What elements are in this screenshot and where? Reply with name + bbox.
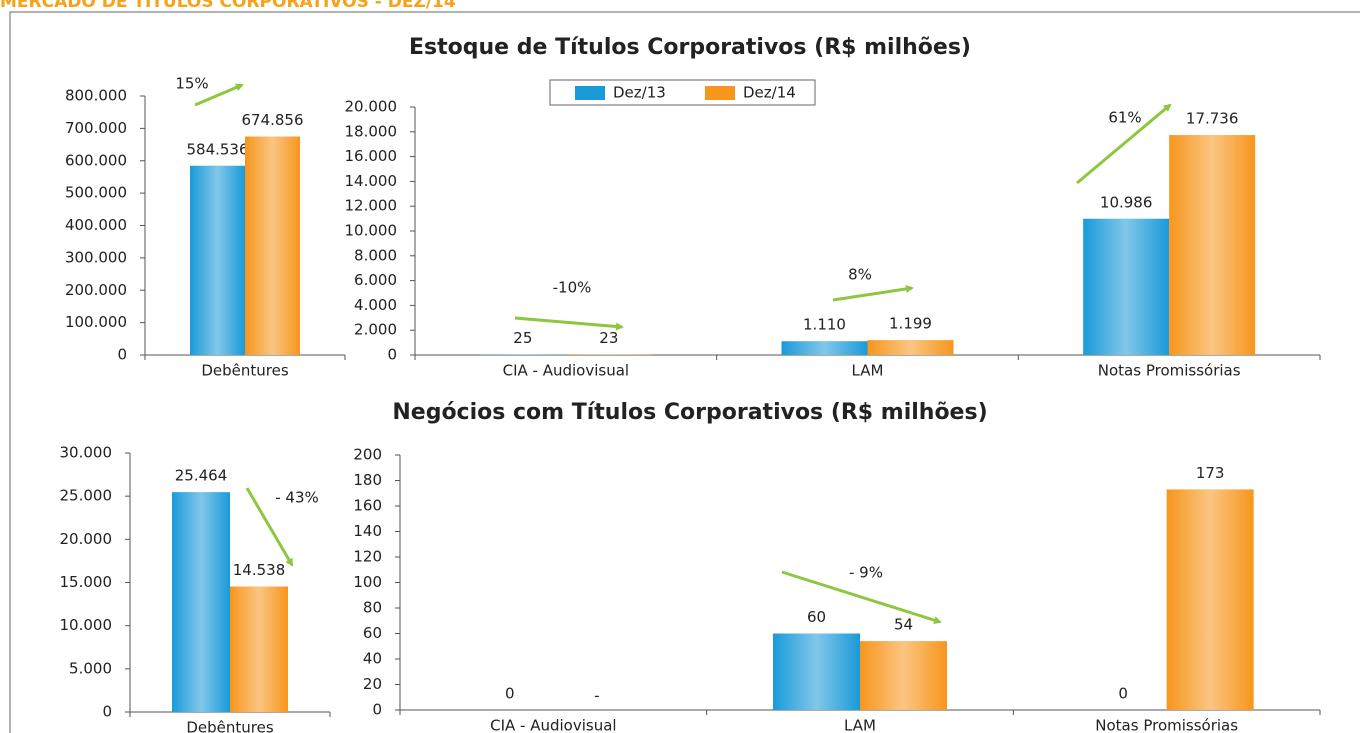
y-tick-label: 14.000: [345, 172, 398, 190]
y-tick-label: 600.000: [65, 151, 127, 169]
y-tick-label: 160: [353, 497, 382, 515]
legend-label: Dez/14: [743, 84, 796, 102]
annotation: 8%: [848, 266, 872, 284]
y-tick-label: 4.000: [354, 296, 397, 314]
x-tick-label: CIA - Audiovisual: [503, 362, 629, 380]
heading: MERCADO DE TÍTULOS CORPORATIVOS - DEZ/14: [0, 0, 456, 12]
y-tick-label: 200.000: [65, 281, 127, 299]
y-tick-label: 700.000: [65, 119, 127, 137]
y-tick-label: 200: [353, 446, 382, 464]
y-tick-label: 30.000: [60, 444, 113, 462]
x-tick-label: Notas Promissórias: [1098, 362, 1241, 380]
legend-swatch: [705, 86, 735, 100]
value-label: 674.856: [241, 111, 303, 129]
x-tick-label: CIA - Audiovisual: [490, 717, 616, 733]
y-tick-label: 100: [353, 573, 382, 591]
y-tick-label: 300.000: [65, 248, 127, 266]
annotation: - 43%: [275, 489, 319, 507]
bar-shine: [190, 165, 245, 355]
bar-shine: [1166, 489, 1254, 710]
y-tick-label: 20.000: [345, 98, 398, 116]
bar-shine: [773, 633, 860, 710]
frame: [9, 11, 1360, 733]
annotation-arrow: [781, 570, 942, 625]
y-tick-label: 2.000: [354, 321, 397, 339]
y-tick-label: 0: [387, 346, 397, 364]
y-tick-label: 60: [363, 624, 382, 642]
y-tick-label: 20: [363, 675, 382, 693]
bar-shine: [245, 136, 300, 355]
value-label: 60: [807, 608, 826, 626]
y-tick-label: 25.000: [60, 487, 113, 505]
annotation-arrow: [245, 487, 294, 567]
y-tick-label: 0: [372, 701, 382, 719]
y-tick-label: 16.000: [345, 147, 398, 165]
value-label: 0: [1118, 685, 1128, 703]
annotation-arrow: [1076, 103, 1172, 185]
x-tick-label: LAM: [852, 362, 884, 380]
legend-label: Dez/13: [613, 84, 666, 102]
y-tick-label: 180: [353, 471, 382, 489]
value-label: 23: [599, 329, 618, 347]
y-tick-label: 140: [353, 522, 382, 540]
bar-shine: [860, 641, 947, 710]
chart-title: Estoque de Títulos Corporativos (R$ milh…: [409, 35, 971, 60]
y-tick-label: 400.000: [65, 216, 127, 234]
value-label: 25: [513, 329, 532, 347]
value-label: 1.110: [803, 316, 846, 334]
y-tick-label: 12.000: [345, 197, 398, 215]
y-tick-label: 6.000: [354, 271, 397, 289]
y-tick-label: 0: [102, 703, 112, 721]
x-tick-label: Debêntures: [186, 719, 273, 733]
chart-title: Negócios com Títulos Corporativos (R$ mi…: [392, 400, 987, 425]
value-label: 17.736: [1186, 110, 1239, 128]
bar-shine: [172, 492, 230, 712]
value-label: 14.538: [233, 561, 286, 579]
y-tick-label: 40: [363, 650, 382, 668]
annotation-arrow: [194, 83, 244, 107]
value-label: -: [594, 687, 599, 705]
y-tick-label: 800.000: [65, 87, 127, 105]
x-tick-label: LAM: [844, 717, 876, 733]
bar-shine: [230, 586, 288, 712]
y-tick-label: 0: [117, 346, 127, 364]
y-tick-label: 100.000: [65, 313, 127, 331]
y-tick-label: 500.000: [65, 184, 127, 202]
annotation: -10%: [553, 279, 592, 297]
y-tick-label: 120: [353, 548, 382, 566]
bar-shine: [781, 341, 868, 355]
y-tick-label: 10.000: [60, 616, 113, 634]
value-label: 173: [1196, 464, 1225, 482]
y-tick-label: 8.000: [354, 246, 397, 264]
annotation-arrow: [514, 316, 624, 331]
bar-shine: [1083, 218, 1170, 355]
y-tick-label: 20.000: [60, 530, 113, 548]
annotation: 61%: [1108, 109, 1141, 127]
annotation-arrow: [832, 284, 914, 302]
y-tick-label: 18.000: [345, 122, 398, 140]
value-label: 54: [894, 616, 913, 634]
y-tick-label: 80: [363, 599, 382, 617]
y-tick-label: 15.000: [60, 573, 113, 591]
value-label: 584.536: [186, 140, 248, 158]
legend-swatch: [575, 86, 605, 100]
value-label: 1.199: [889, 315, 932, 333]
annotation: 15%: [175, 75, 208, 93]
bar-shine: [1169, 135, 1256, 355]
value-label: 0: [505, 685, 515, 703]
value-label: 25.464: [175, 467, 228, 485]
annotation: - 9%: [849, 564, 883, 582]
y-tick-label: 10.000: [345, 222, 398, 240]
y-tick-label: 5.000: [69, 659, 112, 677]
x-tick-label: Debêntures: [201, 362, 288, 380]
x-tick-label: Notas Promissórias: [1095, 717, 1238, 733]
bar-shine: [867, 340, 954, 355]
value-label: 10.986: [1100, 193, 1153, 211]
